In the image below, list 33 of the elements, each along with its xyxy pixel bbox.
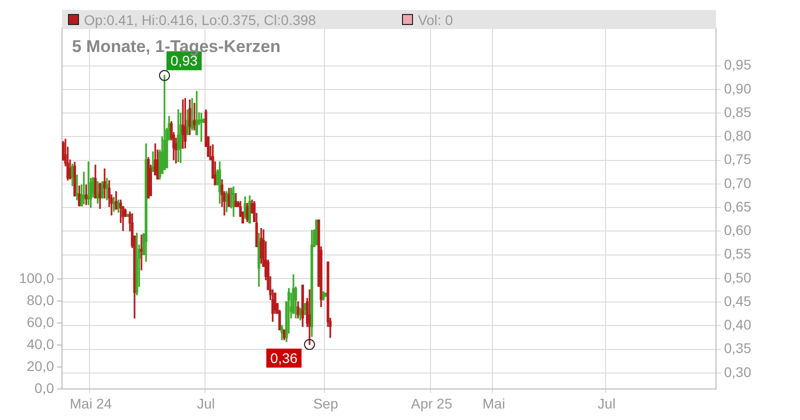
text: Op:0.41, Hi:0.416, Lo:0.375, Cl:0.398 (84, 12, 316, 28)
x-tick-label: Jul (598, 395, 616, 412)
text: Vol: 0 (418, 12, 453, 28)
x-tick-label: Apr 25 (410, 395, 452, 412)
x-tick-label: Mai 24 (70, 395, 112, 412)
y2-tick-label: 0,0 (34, 380, 54, 396)
x-tick-label: Mai (482, 395, 506, 412)
y-tick-label: 0,35 (724, 340, 752, 356)
y-tick-label: 0,65 (724, 198, 752, 214)
y-tick-label: 0,85 (724, 104, 752, 120)
y2-tick-label: 20,0 (26, 358, 54, 374)
y2-tick-label: 60,0 (26, 314, 54, 330)
annotation: 0,36 (270, 350, 298, 366)
y-tick-label: 0,50 (724, 269, 752, 286)
y-tick-label: 0,30 (724, 364, 752, 380)
y-tick-label: 0,70 (724, 174, 752, 191)
y2-tick-label: 100,0 (18, 270, 54, 286)
y-tick-label: 0,95 (724, 56, 752, 73)
x-tick-label: Sep (313, 395, 338, 412)
y-tick-label: 0,75 (724, 151, 752, 168)
x-tick-label: Jul (196, 395, 215, 412)
y2-tick-label: 80,0 (26, 292, 54, 308)
candlestick (140, 234, 143, 270)
candlestick (76, 174, 78, 200)
y-tick-label: 0,80 (724, 128, 752, 144)
y-tick-label: 0,45 (724, 292, 752, 309)
y-tick-label: 0,40 (724, 316, 752, 333)
y-tick-label: 0,90 (724, 80, 752, 96)
y2-tick-label: 40,0 (26, 336, 54, 352)
candlestick (308, 289, 311, 345)
candlestick (87, 161, 90, 206)
y-tick-label: 0,55 (724, 246, 752, 262)
y-tick-label: 0,60 (724, 222, 752, 238)
